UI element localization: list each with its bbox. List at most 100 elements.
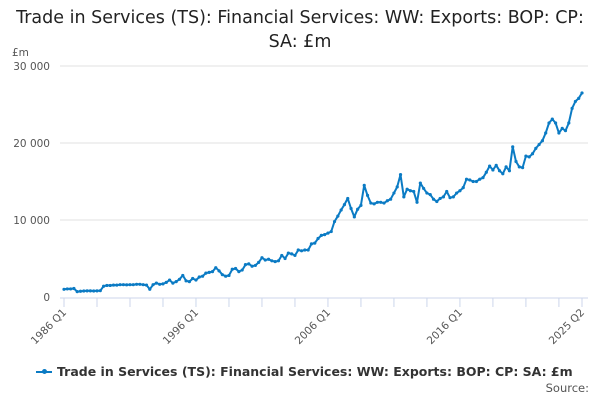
data-point xyxy=(167,278,172,282)
data-point xyxy=(336,214,340,218)
data-point xyxy=(464,177,469,181)
data-point xyxy=(540,139,545,143)
data-point xyxy=(441,195,446,199)
data-point xyxy=(501,172,505,176)
data-point xyxy=(184,279,188,283)
data-point xyxy=(461,186,465,190)
data-point xyxy=(547,121,551,125)
data-point xyxy=(191,276,195,281)
data-point xyxy=(316,236,320,241)
data-point xyxy=(458,189,462,193)
data-point xyxy=(227,273,231,278)
data-point xyxy=(75,290,79,294)
data-point xyxy=(197,275,201,279)
data-point xyxy=(309,242,314,246)
data-point xyxy=(567,121,571,125)
data-point xyxy=(207,270,211,274)
legend-line-marker-icon xyxy=(36,369,52,374)
data-point xyxy=(266,257,271,261)
data-point xyxy=(435,199,439,204)
data-point xyxy=(260,256,264,260)
data-point xyxy=(352,215,356,219)
data-point xyxy=(303,248,307,252)
data-point xyxy=(488,164,492,168)
data-point xyxy=(141,283,145,287)
x-tick-label: 1986 Q1 xyxy=(29,307,69,347)
data-point xyxy=(243,263,248,267)
data-point xyxy=(405,187,409,191)
data-point xyxy=(125,283,129,287)
data-point xyxy=(524,154,528,158)
data-point xyxy=(131,283,135,287)
data-point xyxy=(230,267,234,271)
data-point xyxy=(356,207,360,211)
data-point xyxy=(224,274,228,278)
data-point xyxy=(550,117,554,121)
data-point xyxy=(98,289,102,293)
data-point xyxy=(194,278,198,282)
data-point xyxy=(217,269,221,273)
data-point xyxy=(253,263,257,268)
data-point xyxy=(332,219,337,224)
y-axis-label: £m xyxy=(12,47,29,59)
data-point xyxy=(108,283,112,288)
data-point xyxy=(68,287,73,291)
data-point xyxy=(329,229,333,234)
data-point xyxy=(422,186,426,191)
data-point xyxy=(161,282,165,286)
y-tick-label: 20 000 xyxy=(13,138,50,150)
data-point xyxy=(365,193,370,197)
data-point xyxy=(158,282,162,286)
data-point xyxy=(118,283,122,287)
data-point xyxy=(101,284,106,288)
data-point xyxy=(481,176,485,180)
data-point xyxy=(313,241,317,245)
data-point xyxy=(471,179,475,184)
data-point xyxy=(563,129,568,133)
data-point xyxy=(220,273,224,277)
data-point xyxy=(250,264,254,268)
data-point xyxy=(415,200,419,204)
data-point xyxy=(181,273,185,278)
source-label: Source: xyxy=(545,381,589,395)
data-point xyxy=(299,249,304,253)
data-point xyxy=(276,259,281,263)
data-point xyxy=(82,289,86,293)
y-tick-label: 0 xyxy=(43,292,50,304)
data-point xyxy=(385,199,389,203)
data-point xyxy=(346,196,350,201)
data-point xyxy=(418,181,422,185)
data-point xyxy=(233,266,238,271)
data-point xyxy=(362,183,366,187)
data-point xyxy=(72,286,76,291)
data-point xyxy=(412,189,416,194)
data-point xyxy=(425,191,429,195)
x-tick-label: 2006 Q1 xyxy=(293,307,333,347)
data-point xyxy=(448,196,452,200)
legend: Trade in Services (TS): Financial Servic… xyxy=(36,364,573,379)
data-point xyxy=(237,269,241,274)
x-tick-label: 2025 Q2 xyxy=(547,307,587,347)
data-point xyxy=(286,251,290,255)
data-point xyxy=(319,233,323,237)
data-point xyxy=(177,277,182,281)
data-point xyxy=(484,170,488,174)
data-point xyxy=(521,166,525,170)
data-point xyxy=(257,260,261,264)
data-point xyxy=(491,168,495,172)
data-point xyxy=(204,271,208,275)
data-point xyxy=(154,281,158,285)
data-point xyxy=(392,191,396,195)
data-point xyxy=(375,200,380,204)
data-point xyxy=(554,121,558,125)
data-point xyxy=(115,283,119,287)
data-point xyxy=(544,131,548,135)
data-point xyxy=(339,208,343,212)
data-point xyxy=(431,197,436,201)
data-point xyxy=(507,169,512,173)
data-point xyxy=(382,201,386,205)
data-point xyxy=(527,155,531,159)
data-point xyxy=(342,203,347,207)
data-point xyxy=(517,165,521,169)
